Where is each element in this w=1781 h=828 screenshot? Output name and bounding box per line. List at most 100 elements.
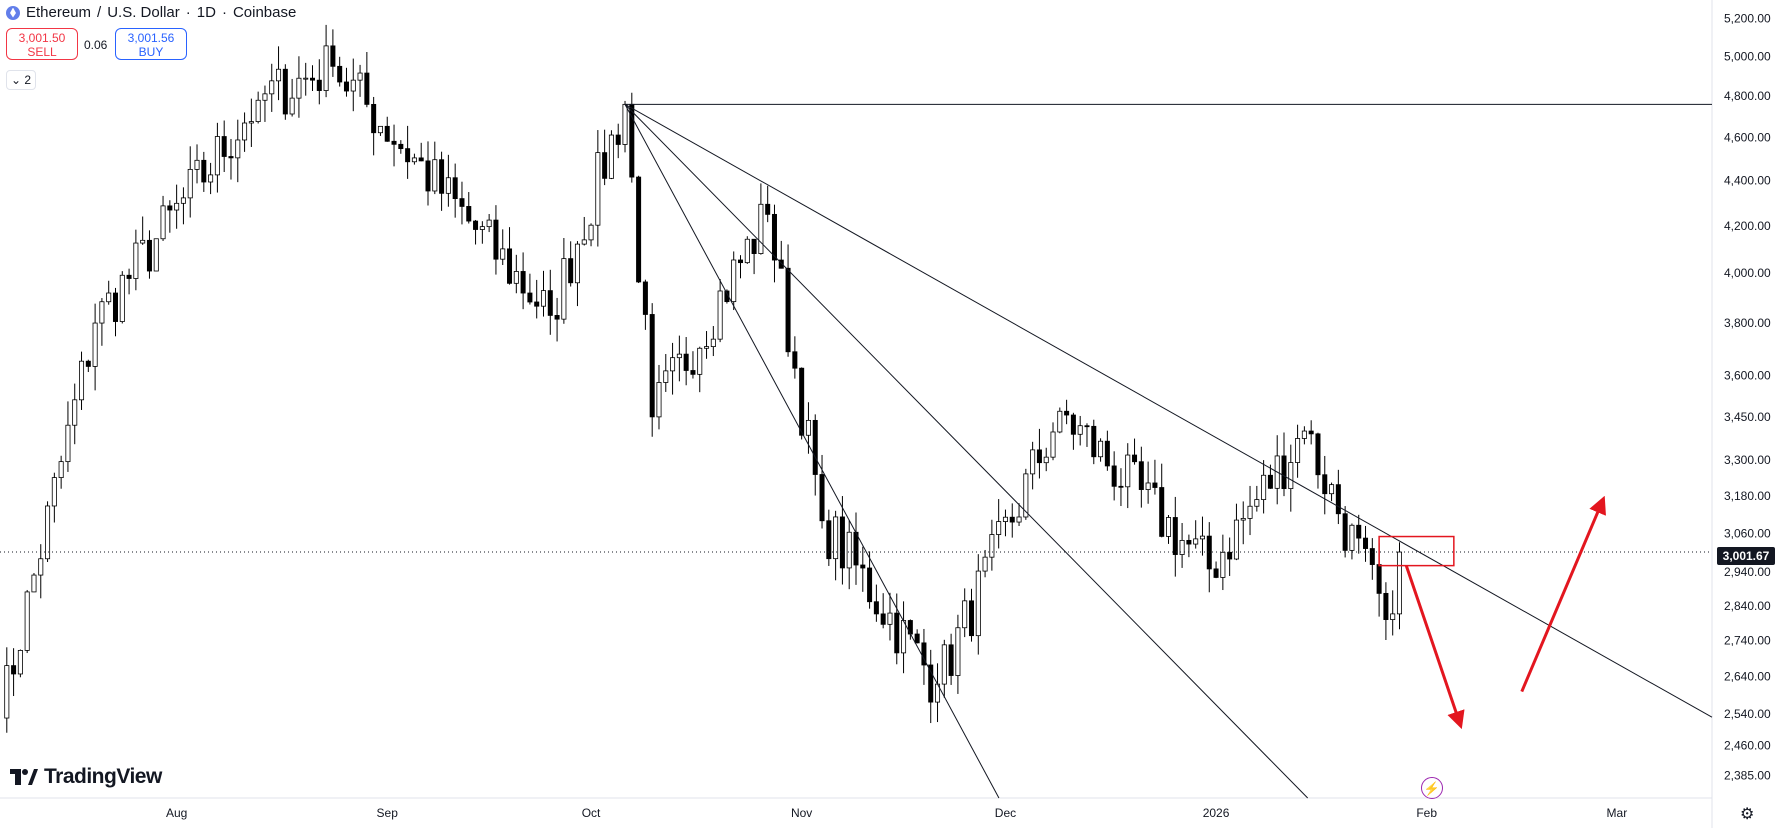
sell-button[interactable]: 3,001.50 SELL <box>6 28 78 60</box>
candle-up <box>1329 484 1335 495</box>
y-tick-label: 2,940.00 <box>1724 565 1771 579</box>
candle-up <box>445 177 451 194</box>
candle-down <box>1383 592 1389 620</box>
candle-down <box>126 274 132 279</box>
candle-down <box>391 140 397 145</box>
candle-down <box>1172 517 1178 555</box>
candle-up <box>758 203 764 254</box>
candle-up <box>1145 482 1151 490</box>
y-tick-label: 3,800.00 <box>1724 316 1771 330</box>
indicators-toggle[interactable]: ⌄ 2 <box>6 70 36 90</box>
candle-up <box>303 77 309 80</box>
candle-down <box>1111 465 1117 487</box>
candle-up <box>704 346 710 349</box>
projection-arrow[interactable] <box>1404 565 1465 730</box>
exchange: Coinbase <box>232 4 297 21</box>
candle-up <box>500 248 506 260</box>
fan-trend-line[interactable] <box>624 103 1309 799</box>
candle-up <box>140 239 146 244</box>
separator: / <box>97 4 102 21</box>
candle-down <box>337 65 343 83</box>
candle-up <box>1396 551 1402 615</box>
candle-up <box>1125 454 1131 488</box>
candle-up <box>296 77 302 99</box>
x-tick-label: Aug <box>166 806 187 820</box>
candle-down <box>507 248 513 284</box>
candle-down <box>1363 537 1369 549</box>
candle-down <box>867 567 873 603</box>
candle-down <box>1335 484 1341 515</box>
candle-down <box>948 644 954 676</box>
y-tick-label: 2,640.00 <box>1724 670 1771 684</box>
candle-down <box>554 315 560 320</box>
candle-up <box>269 80 275 95</box>
candle-up <box>17 650 23 675</box>
candle-up <box>676 353 682 359</box>
candle-up <box>717 290 723 340</box>
gear-icon[interactable]: ⚙ <box>1740 806 1755 823</box>
candle-down <box>371 103 377 134</box>
candle-down <box>534 301 540 307</box>
candle-down <box>1356 524 1362 539</box>
candle-down <box>1064 410 1070 416</box>
candle-down <box>1213 568 1219 578</box>
candle-down <box>1132 454 1138 463</box>
candle-down <box>1186 539 1192 545</box>
candle-up <box>160 205 166 240</box>
projection-arrow[interactable] <box>1520 495 1606 693</box>
candle-down <box>853 531 859 566</box>
candle-up <box>4 665 10 719</box>
y-tick-label: 2,540.00 <box>1724 707 1771 721</box>
candle-up <box>242 122 248 141</box>
candle-down <box>527 292 533 303</box>
candle-down <box>819 474 825 522</box>
candle-down <box>310 77 316 81</box>
candle-down <box>439 159 445 194</box>
sell-label: SELL <box>27 45 57 59</box>
candle-up <box>656 382 662 418</box>
candle-up <box>255 99 261 122</box>
tradingview-logo[interactable]: TradingView <box>10 765 162 789</box>
candle-down <box>792 351 798 369</box>
candle-up <box>846 531 852 569</box>
candle-down <box>615 134 621 145</box>
candle-up <box>887 612 893 625</box>
candle-down <box>785 267 791 353</box>
candle-down <box>799 367 805 436</box>
candle-down <box>1342 513 1348 551</box>
candle-down <box>914 633 920 644</box>
candle-down <box>1227 551 1233 560</box>
candle-down <box>425 160 431 192</box>
candle-down <box>778 259 784 269</box>
candle-up <box>24 591 30 651</box>
candle-down <box>738 259 744 264</box>
candle-down <box>1084 425 1090 428</box>
y-tick-label: 4,000.00 <box>1724 266 1771 280</box>
resistance-zone-box[interactable] <box>1378 535 1455 567</box>
fan-trend-line[interactable] <box>624 104 1000 799</box>
fan-trend-line[interactable] <box>624 103 1713 718</box>
candle-up <box>1098 440 1104 458</box>
candle-down <box>547 290 553 316</box>
y-tick-label: 5,200.00 <box>1724 11 1771 25</box>
candle-up <box>710 338 716 348</box>
candle-down <box>330 45 336 67</box>
x-tick-label: Mar <box>1607 806 1628 820</box>
y-tick-label: 3,600.00 <box>1724 369 1771 383</box>
buy-button[interactable]: 3,001.56 BUY <box>115 28 187 60</box>
lightning-icon[interactable]: ⚡ <box>1421 777 1443 799</box>
candle-up <box>58 461 64 478</box>
candle-up <box>51 477 57 507</box>
candle-up <box>99 301 105 324</box>
candle-down <box>771 213 777 261</box>
candle-up <box>92 322 98 367</box>
candle-down <box>221 136 227 157</box>
sell-price: 3,001.50 <box>18 31 66 45</box>
y-tick-label: 5,000.00 <box>1724 50 1771 64</box>
x-tick-label: 2026 <box>1203 806 1230 820</box>
symbol-header[interactable]: Ethereum / U.S. Dollar · 1D · Coinbase <box>6 4 296 21</box>
candle-up <box>106 292 112 303</box>
candle-up <box>982 556 988 572</box>
candle-up <box>1301 430 1307 439</box>
